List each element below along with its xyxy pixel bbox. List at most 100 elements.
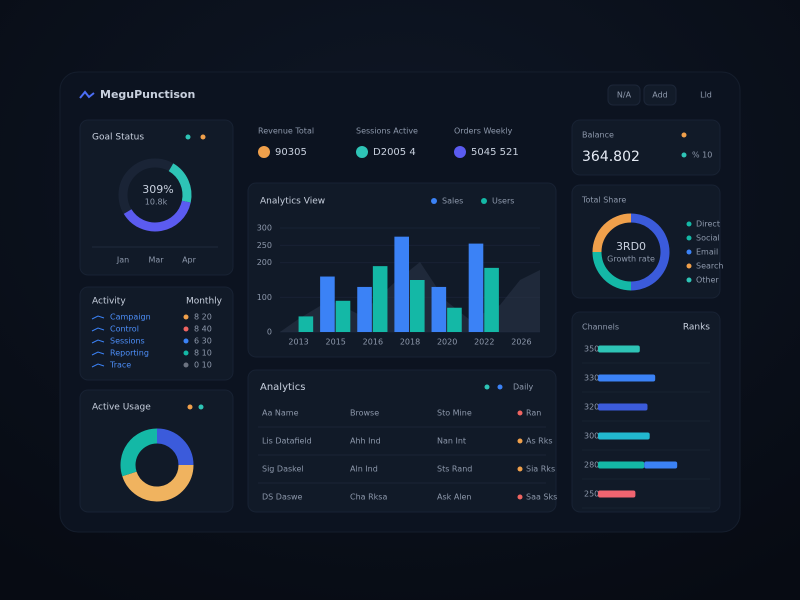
ring-segment: [168, 163, 192, 203]
y-tick-label: 250: [257, 241, 272, 250]
legend-dot: [187, 404, 193, 410]
table-cell: Ahh Ind: [350, 437, 381, 446]
y-tick-label: 300: [257, 224, 272, 233]
legend-dot: [497, 384, 503, 390]
x-tick-label: 2018: [400, 338, 420, 347]
row-label: Reporting: [110, 349, 149, 358]
kpi-dot: [681, 152, 687, 158]
card-title: Channels: [582, 323, 619, 332]
y-tick-label: 200: [257, 258, 272, 267]
card: [79, 119, 234, 276]
table-cell: Saa Sks: [526, 493, 557, 502]
bar: [410, 280, 425, 332]
rank-bar: [598, 461, 645, 469]
bar: [335, 300, 351, 332]
table-cell: Browse: [350, 409, 379, 418]
status-dot: [517, 410, 523, 416]
rank-bar: [598, 345, 640, 353]
row-label: Trace: [109, 361, 131, 370]
table-cell: Nan Int: [437, 437, 466, 446]
table-cell: Aln Ind: [350, 465, 378, 474]
stat-label: Revenue Total: [258, 127, 314, 136]
bar: [447, 307, 462, 332]
logo: [79, 90, 95, 99]
x-tick-label: 2022: [474, 338, 494, 347]
donut-sub: Growth rate: [607, 255, 655, 264]
stat-dot: [356, 146, 368, 158]
axis-label: Mar: [148, 256, 164, 265]
row-icon: [91, 339, 105, 344]
row-icon: [91, 315, 105, 320]
legend-label: Email: [696, 248, 718, 257]
bar: [431, 286, 447, 332]
axis-label: Jan: [116, 256, 129, 265]
stat-value: 90305: [275, 147, 307, 158]
app-title: MeguPunctison: [100, 88, 195, 101]
gauge-sub: 10.8k: [145, 198, 168, 207]
legend-dot: [200, 134, 206, 140]
bar: [372, 266, 388, 332]
row-label: Control: [110, 325, 139, 334]
chart-title: Analytics View: [260, 197, 325, 207]
card-title: Monthly: [186, 297, 223, 307]
row-dot: [183, 338, 189, 344]
stat-dot: [258, 146, 270, 158]
legend-label: Users: [492, 197, 514, 206]
x-tick-label: 2015: [326, 338, 346, 347]
legend-dot: [484, 384, 490, 390]
axis-label: Apr: [182, 256, 197, 265]
table-cell: Ran: [526, 409, 541, 418]
row-icon: [91, 351, 105, 356]
row-dot: [183, 362, 189, 368]
row-value: 8 20: [194, 313, 212, 322]
bar: [298, 316, 314, 332]
button[interactable]: [607, 84, 641, 106]
row-label: 250: [584, 490, 599, 499]
ring-segment: [592, 251, 632, 291]
row-dot: [183, 314, 189, 320]
filter: Daily: [513, 383, 534, 392]
rank-bar: [644, 461, 678, 469]
card: [571, 119, 721, 176]
table-cell: As Rks: [526, 437, 553, 446]
row-value: 6 30: [194, 337, 212, 346]
x-tick-label: 2016: [363, 338, 383, 347]
row-value: 8 10: [194, 349, 212, 358]
card: [79, 389, 234, 513]
bar: [394, 236, 409, 332]
legend-dot: [198, 404, 204, 410]
table-cell: Cha Rksa: [350, 493, 387, 502]
row-label: 320: [584, 403, 599, 412]
y-tick-label: 0: [267, 328, 272, 337]
legend-label: Social: [696, 234, 720, 243]
table-cell: Sto Mine: [437, 409, 472, 418]
row-dot: [183, 326, 189, 332]
legend-dot: [686, 235, 692, 241]
row-label: Campaign: [110, 313, 151, 322]
y-tick-label: 100: [257, 293, 272, 302]
stat-label: Orders Weekly: [454, 127, 513, 136]
row-icon: [91, 327, 105, 332]
ring-segment: [156, 428, 194, 466]
button[interactable]: [643, 84, 677, 106]
row-label: Sessions: [110, 337, 145, 346]
legend-label: Sales: [442, 197, 463, 206]
ring-segment: [630, 213, 670, 291]
ring-segment: [120, 428, 158, 477]
row-value: 0 10: [194, 361, 212, 370]
card: [79, 286, 234, 381]
legend-dot: [686, 249, 692, 255]
stat-label: Sessions Active: [356, 127, 418, 136]
row-label: 300: [584, 432, 599, 441]
row-icon: [91, 363, 105, 368]
table-cell: Ask Alen: [437, 493, 472, 502]
legend-dot: [185, 134, 191, 140]
rank-bar: [598, 403, 648, 411]
table-cell: Sig Daskel: [262, 465, 304, 474]
card-title: Ranks: [683, 323, 710, 333]
card: [571, 184, 721, 299]
rank-bar: [598, 374, 656, 382]
status-dot: [517, 494, 523, 500]
